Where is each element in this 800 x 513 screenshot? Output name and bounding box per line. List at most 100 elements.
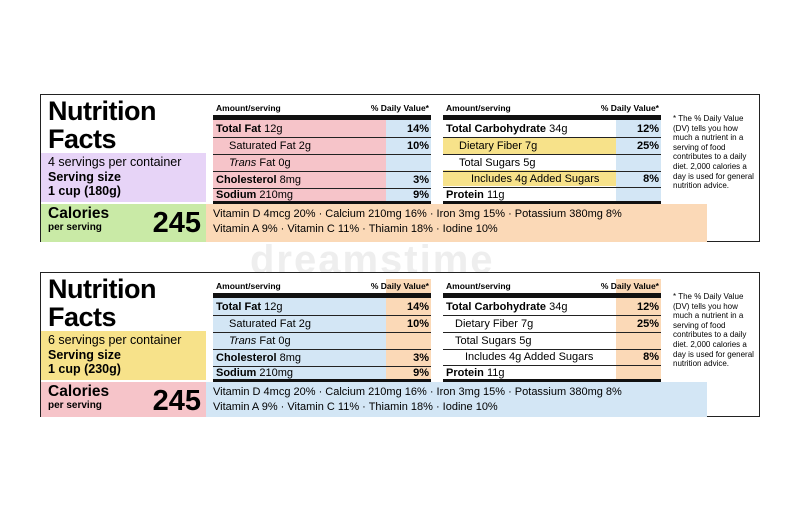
nutrition-label-2: Nutrition Facts 6 servings per container… [40,272,760,417]
column-bottom-rule [213,201,431,204]
title-line-1: Nutrition [48,274,156,304]
nutrient-dv: 25% [636,140,659,152]
nutrient-name: Trans [229,157,257,169]
daily-value-header: % Daily Value* [600,281,659,291]
nutrient-name: Sodium [216,367,257,379]
nutrient-name: Dietary Fiber [459,140,522,152]
daily-value-header: % Daily Value* [370,281,429,291]
nutrient-amount: 11g [486,189,505,201]
vitamins-line-2: Vitamin A 9% · Vitamin C 11% · Thiamin 1… [213,223,498,235]
daily-value-header: % Daily Value* [370,103,429,113]
nutrient-dv: 10% [406,140,429,152]
calories-label: Calories [48,205,110,222]
nutrient-row-total-carb: Total Carbohydrate 34g 12% [443,121,661,138]
nutrient-row-saturated-fat: Saturated Fat 2g 10% [213,138,431,155]
vitamins-block: Vitamin D 4mcg 20% · Calcium 210mg 16% ·… [206,382,707,417]
nutrient-dv: 10% [406,318,429,330]
nutrient-name: Saturated Fat [229,140,296,152]
nutrient-name: Total Sugars [459,157,521,169]
nutrient-amount: 2g [298,318,311,330]
nutrient-dv: 3% [413,174,429,186]
nutrient-dv: 8% [643,351,659,363]
nutrient-row-total-sugars: Total Sugars 5g [443,333,661,350]
header-rule [443,293,661,298]
column-bottom-rule [443,201,661,204]
calories-value: 245 [152,207,201,239]
nutrient-name: Protein [446,189,484,201]
nutrient-row-total-carb: Total Carbohydrate 34g 12% [443,299,661,316]
calories-block: Calories per serving 245 [41,382,206,417]
nutrient-amount: 34g [549,301,568,313]
nutrient-row-fiber: Dietary Fiber 7g 25% [443,138,661,155]
nutrient-row-total-sugars: Total Sugars 5g [443,155,661,172]
nutrient-name: Total Carbohydrate [446,123,547,135]
serving-size-value: 1 cup (180g) [48,184,121,198]
nutrient-column-left: Amount/serving % Daily Value* Total Fat … [213,95,431,204]
nutrient-dv: 9% [413,367,429,379]
nutrient-name: Cholesterol [216,174,277,186]
nutrient-amount: 5g [519,335,532,347]
nutrient-name: Saturated Fat [229,318,296,330]
nutrient-amount: 34g [549,123,568,135]
nutrient-amount: 12g [264,123,283,135]
nutrient-dv: 14% [406,301,429,313]
nutrient-row-sodium: Sodium 210mg 9% [213,365,431,381]
calories-block: Calories per serving 245 [41,204,206,242]
calories-value: 245 [152,385,201,417]
serving-block: 6 servings per container Serving size 1 … [41,331,206,380]
nutrition-label-1: Nutrition Facts 4 servings per container… [40,94,760,242]
nutrient-amount: 210mg [259,367,294,379]
nutrient-name: Total Fat [216,123,262,135]
nutrient-row-total-fat: Total Fat 12g 14% [213,121,431,138]
vitamins-line-1: Vitamin D 4mcg 20% · Calcium 210mg 16% ·… [213,386,622,398]
nutrient-amount: Fat 0g [259,157,291,169]
nutrient-row-cholesterol: Cholesterol 8mg 3% [213,172,431,189]
vitamins-line-2: Vitamin A 9% · Vitamin C 11% · Thiamin 1… [213,401,498,413]
label-title: Nutrition Facts [48,97,156,153]
daily-value-footnote: * The % Daily Value (DV) tells you how m… [673,114,754,191]
label-title: Nutrition Facts [48,275,156,331]
nutrient-row-sodium: Sodium 210mg 9% [213,187,431,203]
column-bottom-rule [443,379,661,382]
header-rule [213,115,431,120]
nutrient-name: Total Carbohydrate [446,301,547,313]
serving-size-label: Serving size [48,347,121,362]
nutrient-amount: 8mg [279,174,301,186]
nutrient-row-added-sugars: Includes 4g Added Sugars 8% [443,171,661,188]
nutrient-row-protein: Protein 11g [443,365,661,381]
serving-block: 4 servings per container Serving size 1 … [41,153,206,202]
dv-highlight [616,120,661,202]
daily-value-footnote: * The % Daily Value (DV) tells you how m… [673,292,754,369]
title-line-2: Facts [48,124,117,154]
title-line-1: Nutrition [48,96,156,126]
nutrient-amount: 5g [523,157,536,169]
header-rule [443,115,661,120]
nutrient-row-total-fat: Total Fat 12g 14% [213,299,431,316]
servings-per-container: 4 servings per container [48,155,182,169]
vitamins-block: Vitamin D 4mcg 20% · Calcium 210mg 16% ·… [206,204,707,242]
serving-size-value: 1 cup (230g) [48,362,121,376]
nutrient-amount: 7g [521,318,534,330]
nutrient-amount: 7g [525,140,538,152]
calories-label: Calories [48,383,110,400]
nutrient-row-cholesterol: Cholesterol 8mg 3% [213,350,431,367]
sugars-highlight [443,170,616,186]
nutrient-row-added-sugars: Includes 4g Added Sugars 8% [443,349,661,366]
nutrient-row-fiber: Dietary Fiber 7g 25% [443,316,661,333]
nutrient-row-trans-fat: Trans Fat 0g [213,155,431,172]
nutrient-row-trans-fat: Trans Fat 0g [213,333,431,350]
amount-header: Amount/serving [216,103,281,113]
column-header: Amount/serving % Daily Value* [216,281,431,293]
nutrient-name: Cholesterol [216,352,277,364]
column-header: Amount/serving % Daily Value* [216,103,431,115]
nutrient-dv: 12% [636,123,659,135]
amount-header: Amount/serving [446,281,511,291]
serving-size-label: Serving size [48,169,121,184]
nutrient-column-right: Amount/serving % Daily Value* Total Carb… [443,95,661,204]
nutrient-dv: 8% [643,173,659,185]
nutrient-dv: 12% [636,301,659,313]
nutrient-amount: 12g [264,301,283,313]
nutrient-name: Total Sugars [455,335,517,347]
nutrient-name: Includes 4g Added Sugars [465,351,594,363]
nutrient-dv: 14% [406,123,429,135]
